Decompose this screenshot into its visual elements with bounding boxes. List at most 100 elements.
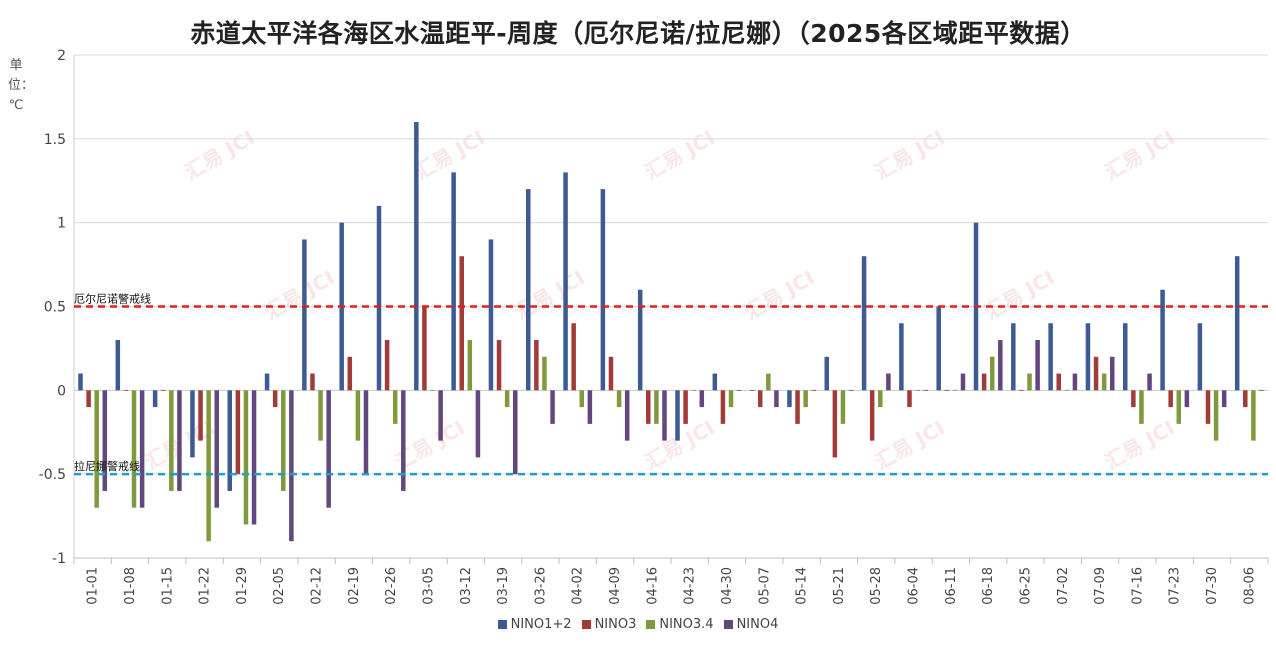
bar-nino3-4: [1251, 390, 1256, 440]
legend-item[interactable]: NINO3: [582, 617, 637, 632]
bar-nino1-2: [265, 374, 270, 391]
legend-item[interactable]: NINO3.4: [646, 617, 713, 632]
bar-nino3: [758, 390, 763, 407]
bar-nino3-4: [1214, 390, 1219, 440]
x-tick-label: 01-15: [160, 567, 175, 605]
elnino-threshold-label: 厄尔尼诺警戒线: [74, 292, 151, 306]
legend-swatch: [646, 620, 655, 629]
y-tick-label: -0.5: [39, 467, 66, 483]
bar-nino4: [1073, 374, 1078, 391]
watermark-text: 汇易 JCI: [1101, 125, 1179, 184]
bar-nino1-2: [1048, 323, 1053, 390]
bar-nino4: [774, 390, 779, 407]
bar-nino3: [534, 340, 539, 390]
x-tick-label: 04-30: [720, 567, 735, 605]
x-tick-label: 03-12: [459, 567, 474, 605]
watermark-text: 汇易 JCI: [641, 125, 719, 184]
bar-nino3-4: [1065, 390, 1070, 391]
bar-nino4: [700, 390, 705, 407]
bar-nino4: [103, 390, 108, 491]
x-tick-label: 01-01: [86, 567, 101, 605]
x-tick-label: 01-29: [235, 567, 250, 605]
legend-item[interactable]: NINO1+2: [498, 617, 572, 632]
bar-nino3-4: [729, 390, 734, 407]
bar-nino1-2: [675, 390, 680, 440]
bar-nino4: [923, 390, 928, 391]
bar-nino3-4: [132, 390, 137, 507]
bar-nino4: [326, 390, 331, 507]
bar-nino3: [982, 374, 987, 391]
bar-nino3-4: [542, 357, 547, 391]
bar-nino4: [588, 390, 593, 424]
bar-nino3: [124, 390, 129, 391]
bar-nino3: [1094, 357, 1099, 391]
bar-nino3: [348, 357, 353, 391]
y-tick-label: 0: [57, 383, 66, 399]
bar-nino3-4: [1027, 374, 1032, 391]
bar-nino3-4: [206, 390, 211, 541]
bar-nino3-4: [468, 340, 473, 390]
y-tick-label: 0.5: [44, 300, 66, 316]
bar-nino4: [662, 390, 667, 440]
bar-nino3: [310, 374, 315, 391]
x-tick-label: 07-09: [1093, 567, 1108, 605]
bar-nino1-2: [1086, 323, 1091, 390]
watermark-text: 汇易 JCI: [871, 415, 949, 474]
y-tick-label: -1: [52, 551, 66, 567]
bar-nino4: [961, 374, 966, 391]
bar-nino1-2: [228, 390, 233, 491]
x-tick-label: 03-26: [533, 567, 548, 605]
bar-nino4: [513, 390, 518, 474]
bar-nino3: [1243, 390, 1248, 407]
x-tick-label: 05-14: [795, 567, 810, 605]
x-tick-label: 01-22: [198, 567, 213, 605]
bar-nino3-4: [1139, 390, 1144, 424]
x-tick-label: 01-08: [123, 567, 138, 605]
watermark-text: 汇易 JCI: [261, 265, 339, 324]
bar-nino3-4: [915, 390, 920, 391]
bar-nino4: [737, 390, 742, 391]
bar-nino3: [870, 390, 875, 440]
bar-nino4: [364, 390, 369, 474]
x-tick-label: 07-30: [1205, 567, 1220, 605]
bar-nino3: [646, 390, 651, 424]
bar-nino4: [140, 390, 145, 507]
bar-nino3: [571, 323, 576, 390]
x-tick-label: 03-19: [496, 567, 511, 605]
bar-nino1-2: [78, 374, 83, 391]
x-tick-label: 04-16: [645, 567, 660, 605]
x-tick-label: 07-23: [1168, 567, 1183, 605]
bar-nino3: [1168, 390, 1173, 407]
legend-item[interactable]: NINO4: [724, 617, 779, 632]
legend-swatch: [498, 620, 507, 629]
bar-nino4: [1035, 340, 1040, 390]
bar-nino3: [1206, 390, 1211, 424]
bar-nino4: [1185, 390, 1190, 407]
bar-nino3: [497, 340, 502, 390]
x-tick-label: 04-23: [683, 567, 698, 605]
bar-nino1-2: [377, 206, 382, 390]
bar-nino3: [198, 390, 203, 440]
bar-nino4: [214, 390, 219, 507]
x-tick-label: 04-09: [608, 567, 623, 605]
bar-nino1-2: [451, 172, 456, 390]
watermark-text: 汇易 JCI: [1101, 415, 1179, 474]
x-tick-label: 03-05: [421, 567, 436, 605]
bar-nino3: [945, 390, 950, 391]
bar-nino3-4: [953, 390, 958, 391]
bar-nino3-4: [244, 390, 249, 524]
x-tick-label: 06-11: [944, 567, 959, 605]
bar-nino4: [1147, 374, 1152, 391]
bar-nino1-2: [899, 323, 904, 390]
bar-nino3-4: [169, 390, 174, 491]
legend-swatch: [582, 620, 591, 629]
bar-nino3-4: [654, 390, 659, 424]
x-tick-label: 04-02: [571, 567, 586, 605]
bar-nino1-2: [936, 307, 941, 391]
bar-nino3-4: [580, 390, 585, 407]
x-tick-label: 06-04: [907, 567, 922, 605]
bar-nino1-2: [563, 172, 568, 390]
bar-nino1-2: [787, 390, 792, 407]
watermark-text: 汇易 JCI: [741, 265, 819, 324]
bar-nino4: [625, 390, 630, 440]
